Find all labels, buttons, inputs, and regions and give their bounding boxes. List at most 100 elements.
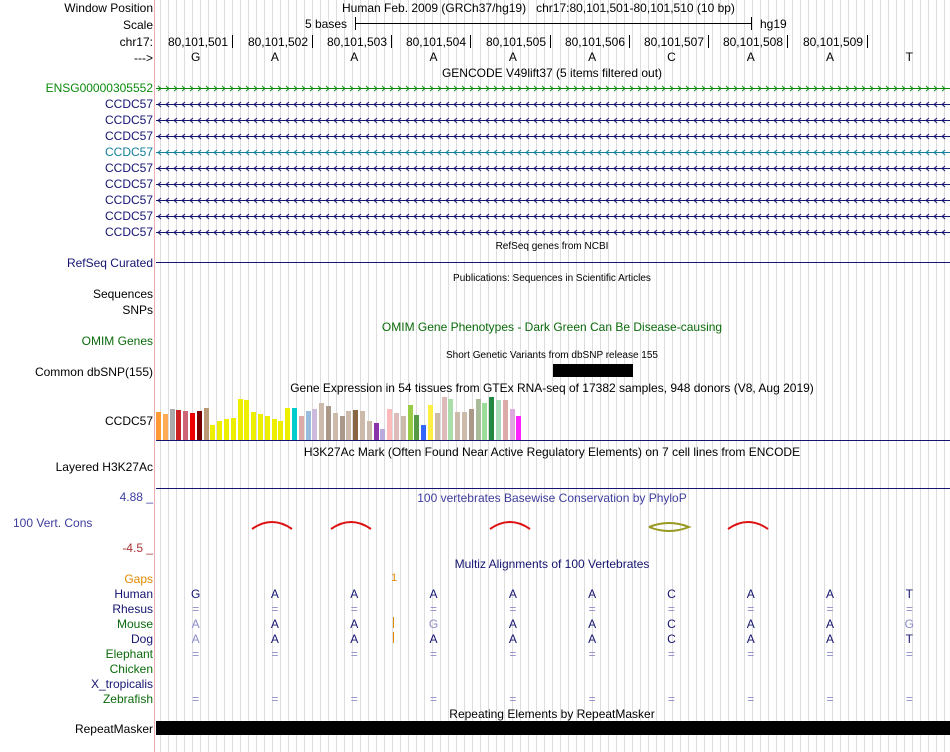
gtex-tissue-bar[interactable]	[407, 405, 413, 440]
repeatmasker-label[interactable]: RepeatMasker	[74, 722, 153, 736]
gtex-tissue-bar[interactable]	[203, 408, 209, 440]
gtex-tissue-bar[interactable]	[428, 405, 433, 440]
gtex-tissue-bar[interactable]	[414, 415, 420, 440]
gtex-tissue-bar[interactable]	[360, 411, 365, 440]
gtex-tissue-bar[interactable]	[502, 400, 508, 440]
gtex-tissue-bar[interactable]	[217, 421, 223, 440]
dbsnp-variant[interactable]	[553, 364, 633, 377]
gtex-tissue-bar[interactable]	[380, 429, 386, 440]
gtex-tissue-bar[interactable]	[332, 413, 338, 440]
gtex-tissue-bar[interactable]	[312, 409, 318, 440]
refseq-title[interactable]: RefSeq genes from NCBI	[495, 241, 609, 252]
transcript-line[interactable]	[156, 84, 950, 93]
omim-label[interactable]: OMIM Genes	[81, 334, 153, 348]
gtex-tissue-bar[interactable]	[496, 400, 501, 440]
h3k27ac-title[interactable]: H3K27Ac Mark (Often Found Near Active Re…	[303, 445, 801, 459]
transcript-label[interactable]: CCDC57	[104, 177, 153, 191]
gtex-tissue-bar[interactable]	[475, 399, 481, 440]
refseq-line[interactable]	[156, 262, 950, 263]
gtex-bar-chart[interactable]	[156, 397, 556, 440]
species-label[interactable]: Rhesus	[112, 602, 153, 616]
transcript-line[interactable]	[156, 212, 950, 221]
gtex-title[interactable]: Gene Expression in 54 tissues from GTEx …	[290, 381, 814, 395]
refseq-label[interactable]: RefSeq Curated	[66, 256, 153, 270]
gtex-tissue-bar[interactable]	[400, 416, 406, 440]
gtex-tissue-bar[interactable]	[278, 421, 284, 440]
transcript-line[interactable]	[156, 196, 950, 205]
gtex-tissue-bar[interactable]	[339, 416, 345, 440]
gtex-tissue-bar[interactable]	[319, 403, 325, 440]
gtex-tissue-bar[interactable]	[230, 418, 236, 440]
gtex-tissue-bar[interactable]	[305, 411, 311, 440]
gtex-tissue-bar[interactable]	[196, 411, 202, 440]
gtex-tissue-bar[interactable]	[434, 413, 440, 440]
transcript-line[interactable]	[156, 100, 950, 109]
gencode-title[interactable]: GENCODE V49lift37 (5 items filtered out)	[441, 66, 663, 80]
publications-title[interactable]: Publications: Sequences in Scientific Ar…	[453, 273, 651, 284]
h3k27ac-label[interactable]: Layered H3K27Ac	[55, 460, 153, 474]
gtex-tissue-bar[interactable]	[373, 423, 379, 440]
transcript-line[interactable]	[156, 132, 950, 141]
gtex-tissue-bar[interactable]	[353, 410, 359, 440]
gtex-tissue-bar[interactable]	[468, 409, 474, 440]
gtex-tissue-bar[interactable]	[441, 397, 447, 440]
transcript-label[interactable]: CCDC57	[104, 161, 153, 175]
species-label[interactable]: Zebrafish	[102, 692, 153, 706]
gtex-tissue-bar[interactable]	[190, 413, 195, 440]
gaps-label[interactable]: Gaps	[124, 572, 153, 586]
dbsnp-title[interactable]: Short Genetic Variants from dbSNP releas…	[446, 350, 658, 361]
transcript-line[interactable]	[156, 116, 950, 125]
snps-label[interactable]: SNPs	[122, 303, 153, 317]
transcript-label[interactable]: CCDC57	[104, 209, 153, 223]
gtex-tissue-bar[interactable]	[455, 412, 461, 440]
repeatmasker-bar[interactable]	[156, 721, 950, 735]
species-label[interactable]: Chicken	[109, 662, 153, 676]
gtex-tissue-bar[interactable]	[298, 416, 304, 440]
gtex-tissue-bar[interactable]	[237, 399, 243, 440]
gtex-tissue-bar[interactable]	[489, 397, 495, 440]
gtex-tissue-bar[interactable]	[271, 419, 277, 440]
gtex-tissue-bar[interactable]	[292, 408, 297, 440]
transcript-label[interactable]: ENSG00000305552	[45, 81, 153, 95]
gtex-tissue-bar[interactable]	[462, 412, 467, 440]
species-label[interactable]: Elephant	[105, 647, 153, 661]
transcript-line[interactable]	[156, 180, 950, 189]
transcript-label[interactable]: CCDC57	[104, 193, 153, 207]
gtex-tissue-bar[interactable]	[210, 425, 216, 440]
omim-title[interactable]: OMIM Gene Phenotypes - Dark Green Can Be…	[381, 320, 723, 334]
gtex-tissue-bar[interactable]	[482, 403, 488, 440]
repeatmasker-title[interactable]: Repeating Elements by RepeatMasker	[449, 707, 655, 721]
gtex-tissue-bar[interactable]	[169, 409, 175, 440]
species-label[interactable]: Human	[114, 587, 153, 601]
gtex-tissue-bar[interactable]	[183, 411, 189, 440]
gtex-tissue-bar[interactable]	[448, 399, 454, 440]
gtex-tissue-bar[interactable]	[264, 416, 270, 440]
transcript-line[interactable]	[156, 148, 950, 157]
position-text[interactable]: Human Feb. 2009 (GRCh37/hg19) chr17:80,1…	[342, 1, 735, 15]
transcript-label[interactable]: CCDC57	[104, 225, 153, 239]
gtex-tissue-bar[interactable]	[176, 410, 182, 440]
phylop-plot[interactable]	[156, 515, 950, 539]
gtex-tissue-bar[interactable]	[509, 409, 515, 440]
gtex-tissue-bar[interactable]	[326, 406, 331, 440]
gtex-tissue-bar[interactable]	[251, 412, 257, 440]
gtex-label[interactable]: CCDC57	[104, 414, 153, 428]
transcript-label[interactable]: CCDC57	[104, 145, 153, 159]
species-label[interactable]: Dog	[130, 632, 153, 646]
transcript-label[interactable]: CCDC57	[104, 113, 153, 127]
gtex-tissue-bar[interactable]	[387, 409, 393, 440]
gtex-tissue-bar[interactable]	[346, 411, 352, 440]
transcript-label[interactable]: CCDC57	[104, 129, 153, 143]
gtex-tissue-bar[interactable]	[285, 408, 291, 440]
gtex-tissue-bar[interactable]	[244, 400, 250, 440]
multiz-title[interactable]: Multiz Alignments of 100 Vertebrates	[454, 557, 650, 571]
gtex-tissue-bar[interactable]	[394, 413, 399, 440]
dbsnp-label[interactable]: Common dbSNP(155)	[34, 365, 153, 379]
species-label[interactable]: Mouse	[116, 617, 153, 631]
phylop-title[interactable]: 100 vertebrates Basewise Conservation by…	[417, 491, 687, 505]
transcript-label[interactable]: CCDC57	[104, 97, 153, 111]
gtex-tissue-bar[interactable]	[156, 412, 161, 440]
gtex-tissue-bar[interactable]	[224, 419, 229, 440]
transcript-line[interactable]	[156, 228, 950, 237]
species-label[interactable]: X_tropicalis	[90, 677, 153, 691]
